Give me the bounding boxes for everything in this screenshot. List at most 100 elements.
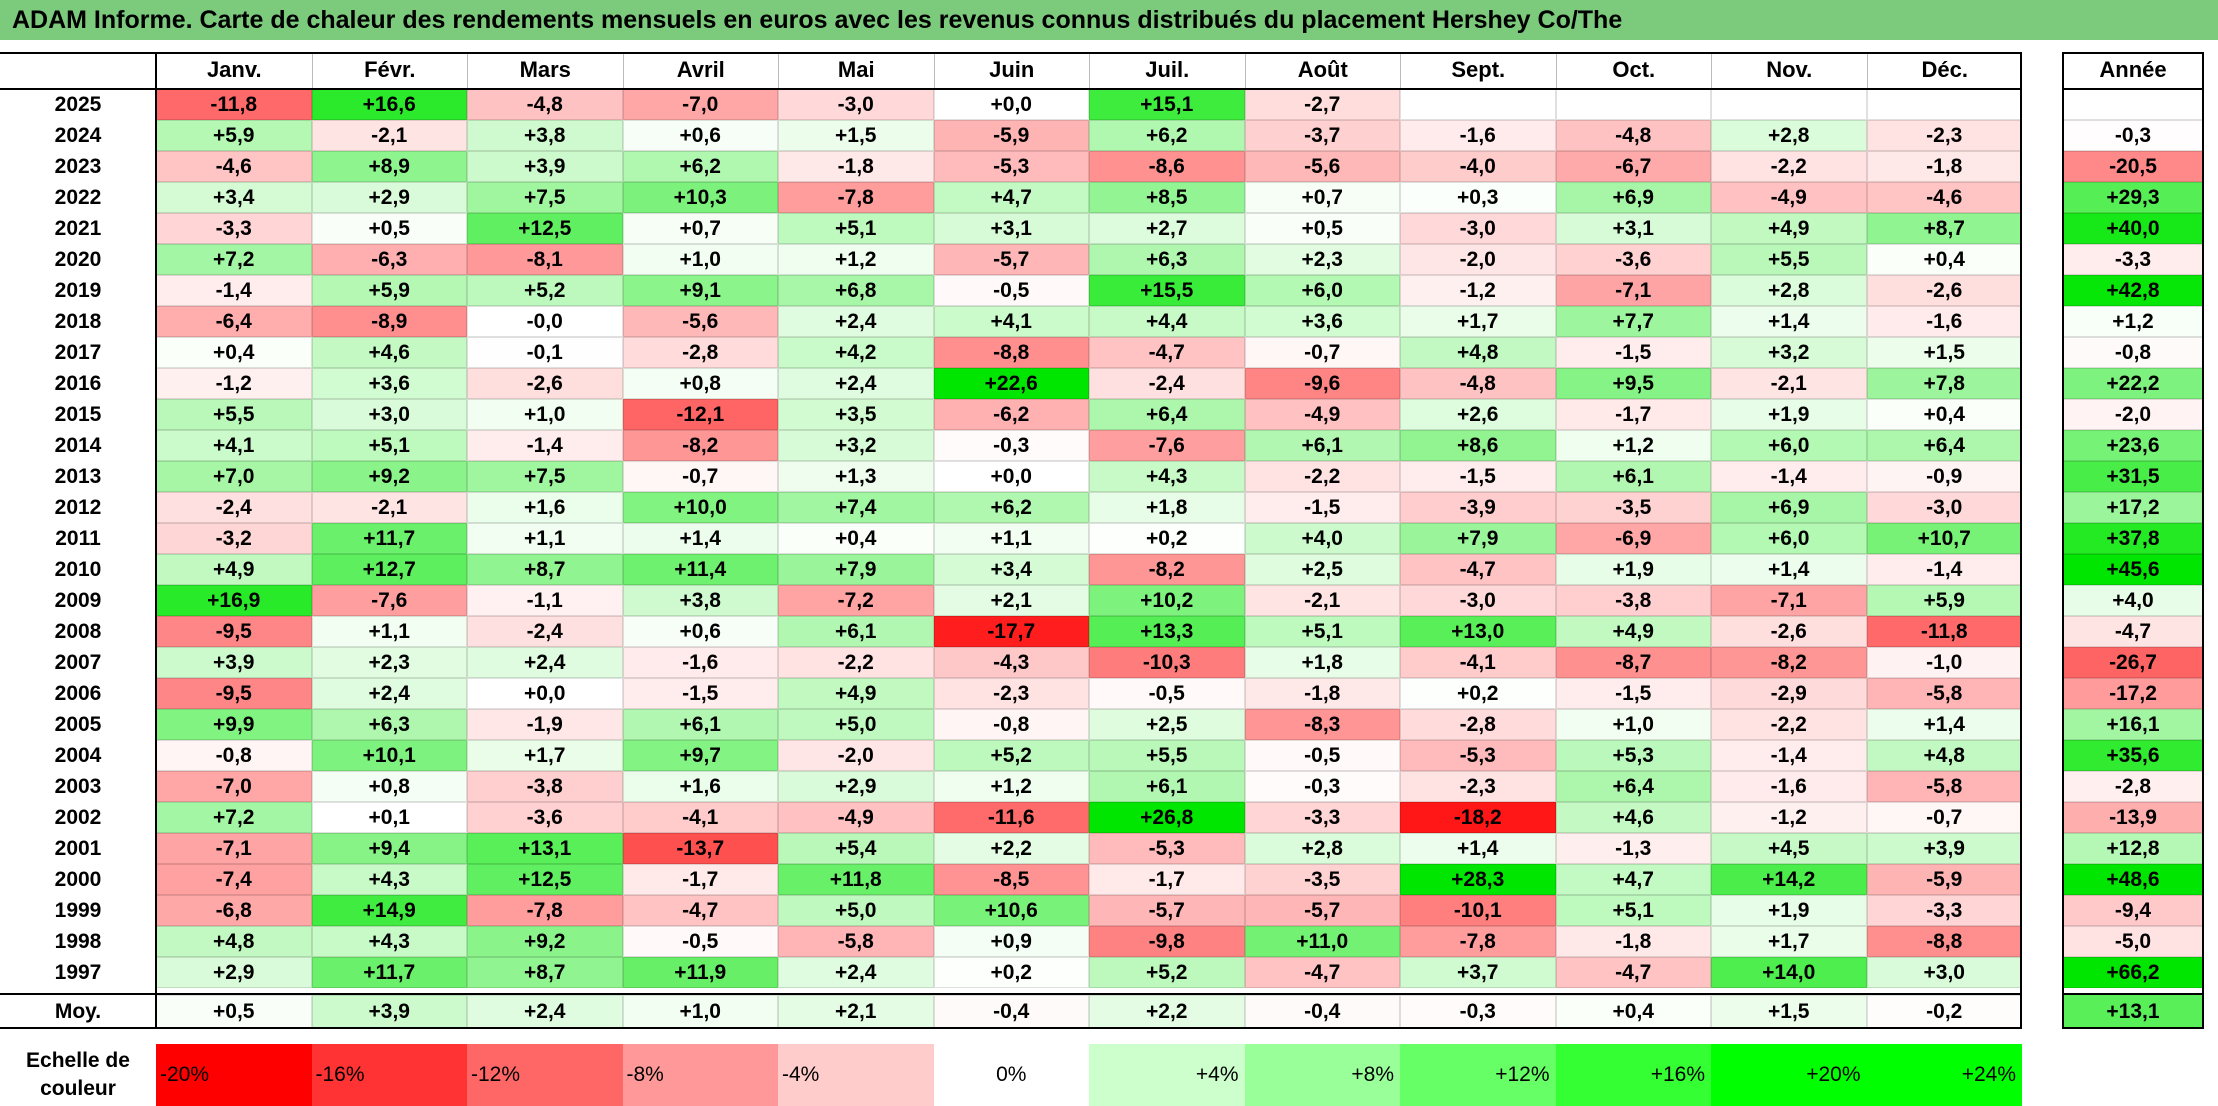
heatmap-cell: -7,2 bbox=[778, 585, 934, 616]
heatmap-cell: +1,1 bbox=[467, 523, 623, 554]
heatmap-cell: +3,2 bbox=[1711, 337, 1867, 368]
heatmap-cell bbox=[1866, 89, 2022, 120]
heatmap-cell: -4,7 bbox=[622, 895, 778, 926]
heatmap-cell: +1,5 bbox=[778, 120, 934, 151]
heatmap-cell: +2,5 bbox=[1089, 709, 1245, 740]
heatmap-cell: +3,9 bbox=[156, 647, 312, 678]
heatmap-cell: -4,6 bbox=[1866, 182, 2022, 213]
year-label: 2023 bbox=[0, 151, 156, 182]
color-scale-swatch: -12% bbox=[467, 1044, 623, 1106]
year-label: 2006 bbox=[0, 678, 156, 709]
color-scale-swatch: +8% bbox=[1244, 1044, 1400, 1106]
heatmap-cell: +1,0 bbox=[1555, 709, 1711, 740]
heatmap-cell: +2,3 bbox=[311, 647, 467, 678]
heatmap-cell: -0,7 bbox=[622, 461, 778, 492]
heatmap-cell: -5,7 bbox=[933, 244, 1089, 275]
heatmap-cell: -2,1 bbox=[311, 120, 467, 151]
heatmap-cell: -10,1 bbox=[1400, 895, 1556, 926]
year-label: 2009 bbox=[0, 585, 156, 616]
heatmap-cell: -9,5 bbox=[156, 616, 312, 647]
color-scale-swatch: -20% bbox=[156, 1044, 312, 1106]
heatmap-cell: -2,2 bbox=[1711, 151, 1867, 182]
month-header: Déc. bbox=[1866, 52, 2022, 88]
heatmap-cell: +5,1 bbox=[1244, 616, 1400, 647]
heatmap-cell: -3,6 bbox=[467, 802, 623, 833]
heatmap-cell: -11,8 bbox=[1866, 616, 2022, 647]
heatmap-cell: +3,1 bbox=[933, 213, 1089, 244]
month-header: Juin bbox=[933, 52, 1089, 88]
heatmap-cell: +0,8 bbox=[311, 771, 467, 802]
annual-cell: +29,3 bbox=[2062, 182, 2204, 213]
heatmap-cell: -3,5 bbox=[1244, 864, 1400, 895]
heatmap-cell: -2,2 bbox=[1244, 461, 1400, 492]
heatmap-cell: +3,4 bbox=[156, 182, 312, 213]
year-label: 2020 bbox=[0, 244, 156, 275]
heatmap-cell: +6,1 bbox=[1089, 771, 1245, 802]
heatmap-cell: +6,9 bbox=[1711, 492, 1867, 523]
heatmap-cell: -1,8 bbox=[1244, 678, 1400, 709]
year-label: 2008 bbox=[0, 616, 156, 647]
heatmap-cell: +4,9 bbox=[778, 678, 934, 709]
heatmap-cell: +1,3 bbox=[778, 461, 934, 492]
annual-cell: -9,4 bbox=[2062, 895, 2204, 926]
heatmap-cell: -6,3 bbox=[311, 244, 467, 275]
heatmap-cell: -8,9 bbox=[311, 306, 467, 337]
heatmap-cell: +4,2 bbox=[778, 337, 934, 368]
heatmap-cell: +11,9 bbox=[622, 957, 778, 988]
heatmap-cell: +0,7 bbox=[622, 213, 778, 244]
heatmap-cell: +4,3 bbox=[311, 864, 467, 895]
heatmap-cell: +9,1 bbox=[622, 275, 778, 306]
heatmap-cell: -2,4 bbox=[467, 616, 623, 647]
heatmap-cell: +10,6 bbox=[933, 895, 1089, 926]
heatmap-cell: -1,7 bbox=[1089, 864, 1245, 895]
month-header: Sept. bbox=[1400, 52, 1556, 88]
annual-cell: -0,3 bbox=[2062, 120, 2204, 151]
heatmap-cell: -17,7 bbox=[933, 616, 1089, 647]
heatmap-cell: -4,8 bbox=[1400, 368, 1556, 399]
heatmap-cell: +11,7 bbox=[311, 523, 467, 554]
heatmap-cell: +0,6 bbox=[622, 616, 778, 647]
heatmap-cell: +6,4 bbox=[1089, 399, 1245, 430]
heatmap-cell: +1,0 bbox=[622, 244, 778, 275]
year-label: 2001 bbox=[0, 833, 156, 864]
heatmap-cell: +0,8 bbox=[622, 368, 778, 399]
year-column-header: Année bbox=[2062, 52, 2204, 88]
heatmap-cell: +3,4 bbox=[933, 554, 1089, 585]
heatmap-cell: +2,2 bbox=[933, 833, 1089, 864]
heatmap-cell: -6,4 bbox=[156, 306, 312, 337]
heatmap-cell: +5,3 bbox=[1555, 740, 1711, 771]
chart-title: ADAM Informe. Carte de chaleur des rende… bbox=[12, 6, 1623, 34]
year-label: 1999 bbox=[0, 895, 156, 926]
heatmap-cell: +1,1 bbox=[311, 616, 467, 647]
heatmap-cell: +8,7 bbox=[1866, 213, 2022, 244]
heatmap-cell: +4,9 bbox=[1711, 213, 1867, 244]
heatmap-cell: -1,4 bbox=[467, 430, 623, 461]
heatmap-cell: +4,9 bbox=[1555, 616, 1711, 647]
year-label: 2011 bbox=[0, 523, 156, 554]
heatmap-cell: +2,8 bbox=[1711, 275, 1867, 306]
average-cell: +2,1 bbox=[778, 995, 934, 1029]
heatmap-cell: +2,8 bbox=[1711, 120, 1867, 151]
month-header: Juil. bbox=[1089, 52, 1245, 88]
heatmap-cell: +2,4 bbox=[778, 957, 934, 988]
annual-cell: -2,8 bbox=[2062, 771, 2204, 802]
heatmap-cell: +6,0 bbox=[1244, 275, 1400, 306]
heatmap-cell: +4,5 bbox=[1711, 833, 1867, 864]
heatmap-cell: +12,5 bbox=[467, 213, 623, 244]
heatmap-cell: +4,3 bbox=[311, 926, 467, 957]
annual-cell: +22,2 bbox=[2062, 368, 2204, 399]
heatmap-cell: -2,1 bbox=[1711, 368, 1867, 399]
heatmap-cell: -0,7 bbox=[1244, 337, 1400, 368]
heatmap-cell: -9,6 bbox=[1244, 368, 1400, 399]
heatmap-cell: +2,6 bbox=[1400, 399, 1556, 430]
heatmap-cell: -3,3 bbox=[156, 213, 312, 244]
heatmap-cell: +4,1 bbox=[933, 306, 1089, 337]
heatmap-cell: +6,2 bbox=[622, 151, 778, 182]
heatmap-cell: -0,1 bbox=[467, 337, 623, 368]
heatmap-cell: -1,2 bbox=[1400, 275, 1556, 306]
heatmap-cell: +4,3 bbox=[1089, 461, 1245, 492]
year-label: 2017 bbox=[0, 337, 156, 368]
month-header: Mars bbox=[467, 52, 623, 88]
heatmap-cell: -1,4 bbox=[156, 275, 312, 306]
year-label: 2012 bbox=[0, 492, 156, 523]
